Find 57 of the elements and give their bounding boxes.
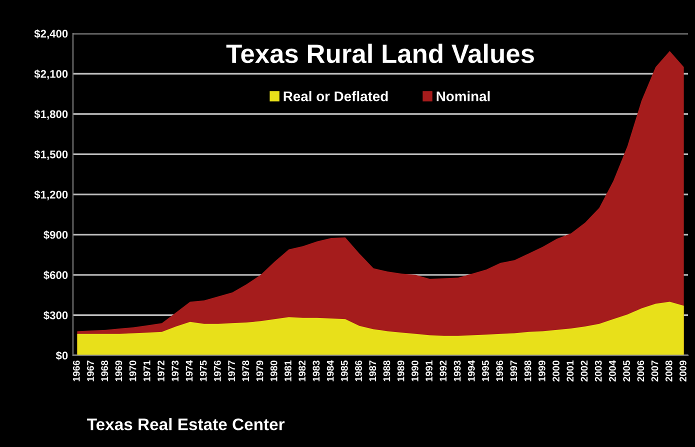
y-tick-label: $2,400 <box>34 29 68 40</box>
x-tick-label: 2004 <box>609 360 616 382</box>
x-tick-label: 2005 <box>623 360 630 382</box>
x-tick-label: 1969 <box>115 360 122 382</box>
x-tick-label: 1994 <box>468 360 475 382</box>
x-tick-label: 1985 <box>340 360 348 382</box>
chart-title: Texas Rural Land Values <box>226 44 534 64</box>
x-tick-label: 1975 <box>200 360 207 382</box>
x-tick-label: 2000 <box>552 360 560 382</box>
x-tick-label: 1982 <box>298 360 306 382</box>
x-tick-label: 2008 <box>665 360 672 382</box>
x-tick-label: 1977 <box>228 360 235 382</box>
legend-label: Nominal <box>436 91 490 102</box>
y-tick-label: $900 <box>44 230 68 240</box>
x-tick-label: 1983 <box>312 360 320 382</box>
x-tick-label: 1974 <box>186 360 193 382</box>
x-tick-label: 1981 <box>284 360 292 382</box>
x-tick-label: 1966 <box>72 360 80 382</box>
x-tick-label: 1996 <box>496 360 504 382</box>
x-tick-label: 1992 <box>440 360 447 382</box>
x-tick-label: 1997 <box>510 360 518 382</box>
x-tick-label: 1980 <box>270 360 278 382</box>
y-tick-label: $1,800 <box>34 110 68 120</box>
y-tick-label: $2,100 <box>34 70 68 80</box>
y-tick-label: $600 <box>44 270 68 280</box>
x-tick-label: 1973 <box>172 360 179 382</box>
x-tick-label: 1987 <box>369 360 376 382</box>
x-tick-label: 1984 <box>326 360 334 382</box>
y-tick-label: $300 <box>44 310 68 320</box>
x-tick-label: 1968 <box>101 360 108 382</box>
x-tick-label: 1978 <box>242 360 250 382</box>
x-tick-label: 1970 <box>129 360 136 382</box>
x-tick-label: 2007 <box>651 360 658 382</box>
x-tick-label: 1999 <box>538 360 546 382</box>
y-tick-label: $1,200 <box>34 190 68 200</box>
x-tick-label: 2001 <box>566 360 574 382</box>
x-tick-label: 1993 <box>454 360 461 382</box>
x-tick-label: 1971 <box>143 360 150 382</box>
x-tick-label: 1979 <box>256 360 264 382</box>
x-tick-label: 1972 <box>158 360 164 382</box>
text: Texas Real Estate Center <box>87 418 285 430</box>
x-tick-label: 1989 <box>397 360 404 382</box>
x-tick-label: 1990 <box>412 360 418 382</box>
x-tick-label: 2009 <box>680 360 686 382</box>
x-tick-label: 2003 <box>594 360 602 382</box>
x-tick-label: 1998 <box>524 360 532 382</box>
x-tick-label: 2002 <box>580 360 588 382</box>
legend-label: Real or Deflated <box>284 91 388 102</box>
x-tick-label: 1995 <box>482 360 489 382</box>
x-tick-label: 1967 <box>87 360 94 382</box>
y-tick-label: $0 <box>56 351 68 360</box>
x-tick-label: 2006 <box>637 360 644 382</box>
x-tick-label: 1986 <box>355 360 362 382</box>
x-tick-label: 1991 <box>426 360 432 382</box>
x-tick-label: 1976 <box>214 360 221 382</box>
y-tick-label: $1,500 <box>34 150 68 160</box>
x-tick-label: 1988 <box>383 360 390 382</box>
